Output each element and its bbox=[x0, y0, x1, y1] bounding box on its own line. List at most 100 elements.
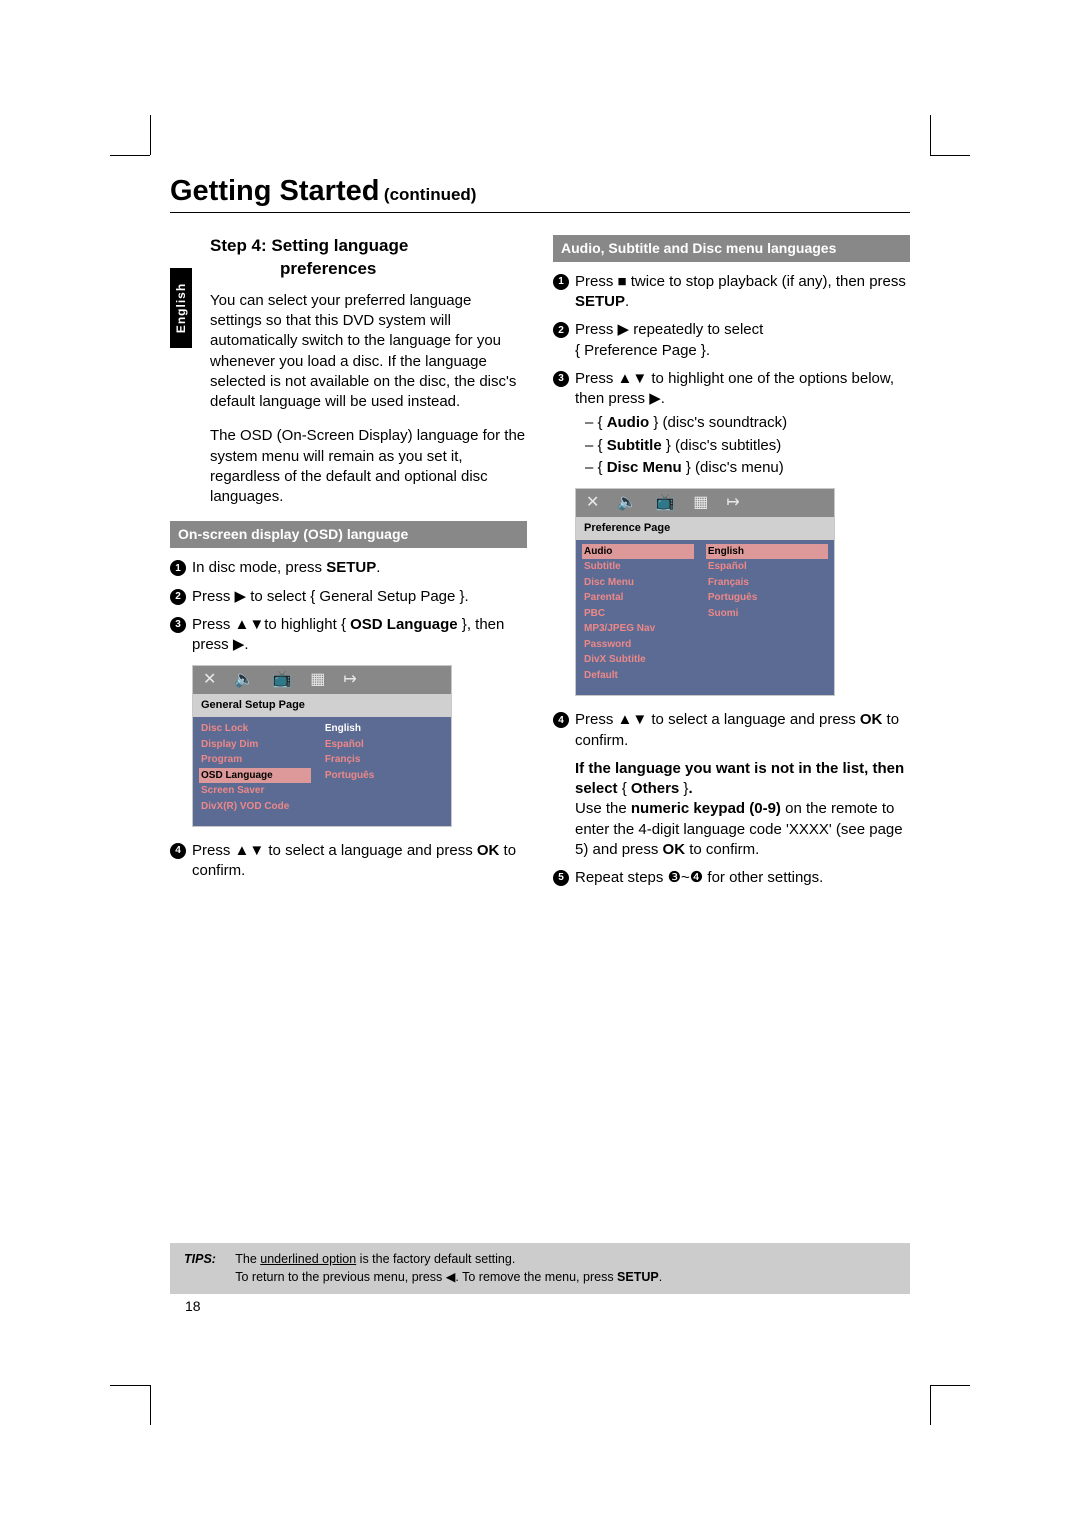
step-item: If the language you want is not in the l… bbox=[553, 759, 910, 860]
osd-menu-item: Subtitle bbox=[582, 559, 694, 575]
intro-para-1: You can select your preferred language s… bbox=[210, 291, 527, 413]
osd-icon-row: ✕ 🔈 📺 ▦ ↦ bbox=[576, 489, 834, 517]
step-item: 2 Press ▶ repeatedly to select{ Preferenc… bbox=[553, 320, 910, 361]
osd-icon: ✕ bbox=[203, 669, 216, 691]
step-text: In disc mode, press SETUP. bbox=[192, 559, 380, 576]
osd-menu-item: Screen Saver bbox=[199, 783, 311, 799]
osd-value-item: Françis bbox=[323, 752, 445, 768]
step-number-icon: 4 bbox=[170, 843, 186, 859]
osd-left-list: AudioSubtitleDisc MenuParentalPBCMP3/JPE… bbox=[576, 540, 700, 696]
osd-right-list: EnglishEspañolFrançisPortuguês bbox=[317, 717, 451, 826]
audio-section-bar: Audio, Subtitle and Disc menu languages bbox=[553, 235, 910, 262]
right-column: Audio, Subtitle and Disc menu languages … bbox=[553, 235, 910, 896]
osd-value-item: English bbox=[323, 721, 445, 737]
osd-icon: ↦ bbox=[343, 669, 356, 691]
osd-value-item: Français bbox=[706, 575, 828, 591]
step-number-icon: 1 bbox=[170, 560, 186, 576]
osd-icon: ▦ bbox=[310, 669, 325, 691]
step-item: 4 Press ▲▼ to select a language and press… bbox=[170, 841, 527, 882]
sublist-item: – { Audio } (disc's soundtrack) bbox=[585, 413, 910, 433]
osd-menu-item: Audio bbox=[582, 544, 694, 560]
osd-menu-item: PBC bbox=[582, 606, 694, 622]
step-number-icon: 3 bbox=[170, 617, 186, 633]
osd-icon-row: ✕ 🔈 📺 ▦ ↦ bbox=[193, 666, 451, 694]
osd-menu-item: Password bbox=[582, 637, 694, 653]
tips-label: TIPS: bbox=[184, 1251, 232, 1269]
osd-right-list: EnglishEspañolFrançaisPortuguêsSuomi bbox=[700, 540, 834, 696]
step-sublist: – { Audio } (disc's soundtrack) – { Subti… bbox=[585, 413, 910, 478]
step-item: 1 In disc mode, press SETUP. bbox=[170, 558, 527, 578]
osd-page-title: Preference Page bbox=[576, 517, 834, 540]
osd-menu-item: Default bbox=[582, 668, 694, 684]
step-text: Repeat steps ❸~❹ for other settings. bbox=[575, 869, 823, 886]
tips-line1-underlined: underlined option bbox=[260, 1252, 356, 1266]
step-item: 4 Press ▲▼ to select a language and press… bbox=[553, 710, 910, 751]
osd-menu-item: DivX(R) VOD Code bbox=[199, 799, 311, 815]
step-item: 5Repeat steps ❸~❹ for other settings. bbox=[553, 868, 910, 888]
osd-body: AudioSubtitleDisc MenuParentalPBCMP3/JPE… bbox=[576, 540, 834, 696]
step-item: 3 Press ▲▼ to highlight one of the option… bbox=[553, 369, 910, 478]
osd-icon: ↦ bbox=[726, 492, 739, 514]
tips-bar: TIPS: The underlined option is the facto… bbox=[170, 1243, 910, 1294]
osd-panel-item: ✕🔈📺▦↦Preference PageAudioSubtitleDisc Me… bbox=[553, 488, 910, 696]
page-number: 18 bbox=[185, 1298, 201, 1314]
osd-icon: 🔈 bbox=[234, 669, 254, 691]
osd-menu-item: Parental bbox=[582, 590, 694, 606]
step-text: Press ▶ to select { General Setup Page }… bbox=[192, 588, 469, 605]
title-row: Getting Started (continued) bbox=[170, 175, 910, 213]
osd-menu-item: Display Dim bbox=[199, 737, 311, 753]
page-content: Getting Started (continued) Step 4: Sett… bbox=[170, 175, 910, 896]
step-number-icon: 4 bbox=[553, 712, 569, 728]
osd-menu-item: Disc Lock bbox=[199, 721, 311, 737]
step-text: Press ▲▼ to select a language and press … bbox=[192, 842, 516, 879]
osd-left-list: Disc LockDisplay DimProgramOSD LanguageS… bbox=[193, 717, 317, 826]
step-text: Press ▲▼to highlight { OSD Language }, t… bbox=[192, 616, 504, 653]
osd-menu-item: OSD Language bbox=[199, 768, 311, 784]
step-title-line2: preferences bbox=[210, 259, 376, 278]
step-text: Press ■ twice to stop playback (if any),… bbox=[575, 273, 906, 310]
osd-icon: 📺 bbox=[655, 492, 675, 514]
step-text: If the language you want is not in the l… bbox=[575, 760, 904, 858]
step-item: 3 Press ▲▼to highlight { OSD Language }, … bbox=[170, 615, 527, 656]
osd-menu-item: Disc Menu bbox=[582, 575, 694, 591]
page-title-continued: (continued) bbox=[384, 185, 477, 204]
audio-step-list: 1 Press ■ twice to stop playback (if any)… bbox=[553, 272, 910, 889]
osd-icon: ✕ bbox=[586, 492, 599, 514]
osd-step-list: 1 In disc mode, press SETUP. 2 Press ▶ to s… bbox=[170, 558, 527, 881]
left-column: Step 4: Setting language preferences You… bbox=[170, 235, 527, 896]
osd-body: Disc LockDisplay DimProgramOSD LanguageS… bbox=[193, 717, 451, 826]
step-text: Press ▲▼ to select a language and press … bbox=[575, 711, 899, 748]
intro-para-2: The OSD (On-Screen Display) language for… bbox=[210, 426, 527, 507]
osd-value-item: Suomi bbox=[706, 606, 828, 622]
step-text: Press ▶ repeatedly to select{ Preference… bbox=[575, 321, 763, 358]
osd-panel: ✕🔈📺▦↦Preference PageAudioSubtitleDisc Me… bbox=[575, 488, 835, 696]
step-number-icon: 2 bbox=[170, 589, 186, 605]
osd-page-title: General Setup Page bbox=[193, 694, 451, 717]
osd-menu-item: MP3/JPEG Nav bbox=[582, 621, 694, 637]
step-number-icon: 1 bbox=[553, 274, 569, 290]
tips-line1: The underlined option is the factory def… bbox=[235, 1252, 515, 1266]
columns: Step 4: Setting language preferences You… bbox=[170, 235, 910, 896]
step-item: 1 Press ■ twice to stop playback (if any)… bbox=[553, 272, 910, 313]
osd-panel-item: ✕🔈📺▦↦General Setup PageDisc LockDisplay … bbox=[170, 665, 527, 827]
osd-menu-item: Program bbox=[199, 752, 311, 768]
step-title: Step 4: Setting language preferences bbox=[210, 235, 527, 281]
sublist-item: – { Subtitle } (disc's subtitles) bbox=[585, 436, 910, 456]
tips-line1-pre: The bbox=[235, 1252, 260, 1266]
osd-icon: 🔈 bbox=[617, 492, 637, 514]
step-number-icon: 2 bbox=[553, 322, 569, 338]
step-number-icon: 3 bbox=[553, 371, 569, 387]
page-title: Getting Started bbox=[170, 175, 379, 207]
tips-line1-post: is the factory default setting. bbox=[356, 1252, 515, 1266]
osd-value-item: Español bbox=[706, 559, 828, 575]
osd-icon: ▦ bbox=[693, 492, 708, 514]
osd-menu-item: DivX Subtitle bbox=[582, 652, 694, 668]
osd-value-item: Português bbox=[706, 590, 828, 606]
osd-section-bar: On-screen display (OSD) language bbox=[170, 521, 527, 548]
osd-value-item: Português bbox=[323, 768, 445, 784]
sublist-item: – { Disc Menu } (disc's menu) bbox=[585, 458, 910, 478]
tips-line2: To return to the previous menu, press ◀.… bbox=[235, 1270, 662, 1284]
step-text: Press ▲▼ to highlight one of the options… bbox=[575, 370, 894, 407]
osd-panel: ✕🔈📺▦↦General Setup PageDisc LockDisplay … bbox=[192, 665, 452, 827]
osd-icon: 📺 bbox=[272, 669, 292, 691]
